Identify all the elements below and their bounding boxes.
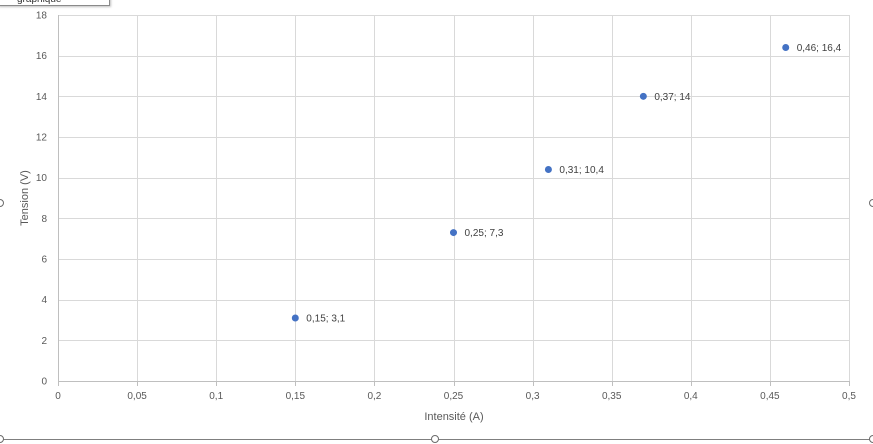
axis-layer (58, 15, 850, 386)
data-point[interactable] (639, 92, 647, 100)
data-point-label: 0,46; 16,4 (797, 43, 842, 54)
y-tick-label: 10 (36, 173, 48, 184)
x-tick-label: 0,45 (760, 391, 780, 402)
x-tick-label: 0,15 (286, 391, 306, 402)
x-tick-label: 0 (55, 391, 61, 402)
data-point-label: 0,31; 10,4 (559, 165, 604, 176)
y-tick-label: 14 (36, 92, 48, 103)
resize-handle-right[interactable] (869, 199, 873, 207)
y-tick-label: 16 (36, 51, 48, 62)
data-points[interactable] (291, 44, 790, 322)
y-tick-label: 2 (41, 336, 47, 347)
chart-title-tooltip-text: graphique (17, 0, 61, 5)
y-tick-label: 12 (36, 133, 48, 144)
resize-handle-bottom-right[interactable] (869, 435, 873, 443)
x-tick-labels: 0 0,05 0,1 0,15 0,2 0,25 0,3 0,35 0,4 0,45 0,5 (55, 391, 856, 402)
data-labels: 0,15; 3,1 0,25; 7,3 0,31; 10,4 0,37; 14 0,46… (306, 43, 841, 324)
x-tick-label: 0,05 (127, 391, 147, 402)
y-tick-label: 18 (36, 11, 48, 22)
x-tick-label: 0,3 (526, 391, 540, 402)
data-point[interactable] (544, 166, 552, 174)
data-point[interactable] (450, 229, 457, 237)
chart-title-tooltip: graphique (0, 0, 110, 6)
x-tick-label: 0,4 (684, 391, 698, 402)
x-tick-label: 0,25 (444, 391, 464, 402)
resize-handle-bottom[interactable] (431, 435, 439, 443)
y-tick-labels: 0 2 4 6 8 10 12 14 16 18 (36, 11, 48, 388)
grid-layer (58, 15, 850, 381)
x-tick-label: 0,2 (367, 391, 381, 402)
y-tick-label: 8 (41, 214, 47, 225)
x-tick-label: 0,35 (602, 391, 622, 402)
y-tick-label: 0 (41, 377, 47, 388)
x-tick-label: 0,1 (209, 391, 223, 402)
x-tick-label: 0,5 (842, 391, 856, 402)
x-axis-title: Intensité (A) (424, 411, 483, 423)
y-tick-label: 6 (41, 255, 47, 266)
y-axis-title: Tension (V) (19, 170, 31, 226)
data-point-label: 0,25; 7,3 (465, 228, 504, 239)
data-point[interactable] (291, 314, 299, 322)
data-point-label: 0,37; 14 (654, 92, 691, 103)
y-tick-label: 4 (41, 295, 47, 306)
data-point[interactable] (782, 44, 790, 52)
data-point-label: 0,15; 3,1 (306, 313, 345, 324)
